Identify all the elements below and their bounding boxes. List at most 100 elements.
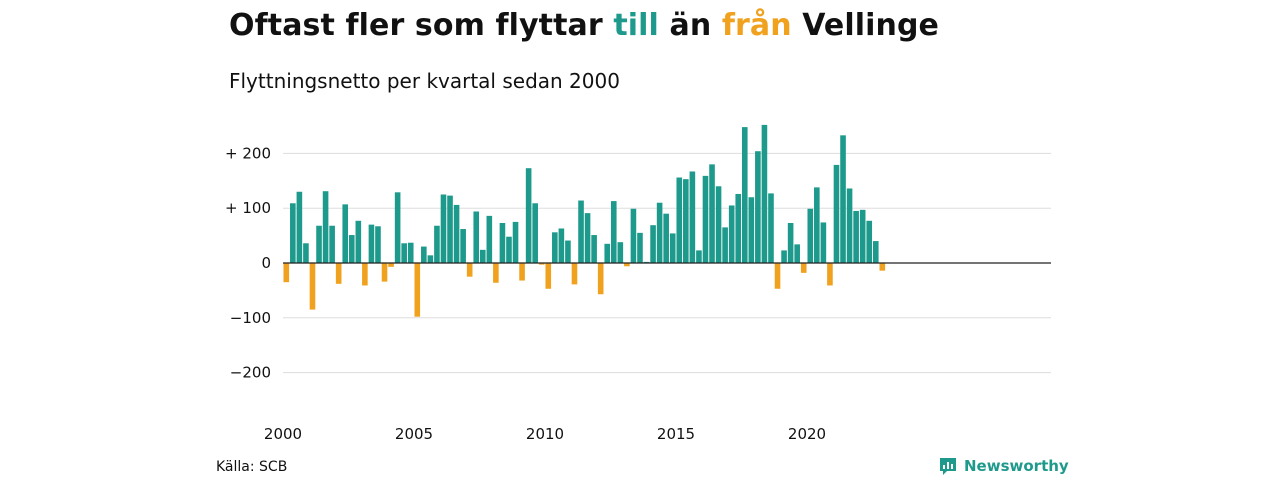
bar (283, 263, 290, 283)
bar (696, 250, 702, 263)
bar (434, 225, 440, 263)
bar (290, 203, 296, 263)
bar (571, 263, 578, 285)
title-fran: från (721, 8, 792, 43)
bar (322, 191, 329, 263)
x-tick-label: 2015 (657, 425, 695, 443)
bar (362, 263, 368, 286)
bar (447, 195, 453, 263)
bar (453, 204, 460, 263)
bar (774, 263, 781, 289)
bar (833, 164, 840, 263)
bar (375, 226, 381, 263)
bar (519, 263, 525, 281)
bar (630, 208, 637, 263)
bar (421, 246, 427, 263)
bar (296, 191, 303, 263)
bar (787, 223, 794, 263)
bar (460, 229, 466, 263)
bar (820, 222, 827, 263)
x-tick-label: 2005 (395, 425, 433, 443)
y-tick-label: −100 (230, 309, 271, 327)
bar (748, 197, 755, 263)
bar (827, 263, 833, 286)
bar (506, 236, 512, 263)
bar (355, 220, 362, 263)
bar (335, 263, 342, 284)
y-tick-label: + 200 (225, 144, 271, 162)
bar (624, 263, 630, 267)
bar (728, 205, 735, 263)
bar (466, 263, 473, 277)
y-axis-labels: + 200 + 100 0 −100 −200 (225, 144, 271, 381)
bar (427, 255, 434, 263)
bar (309, 263, 316, 310)
bar (840, 135, 846, 263)
bar (545, 263, 552, 289)
bar (741, 127, 748, 263)
bar (394, 192, 401, 263)
bars (283, 124, 886, 317)
y-tick-label: −200 (230, 364, 271, 382)
bar (879, 263, 886, 271)
bar (473, 211, 480, 263)
x-tick-label: 2000 (264, 425, 302, 443)
bar (755, 151, 761, 263)
bar (414, 263, 421, 317)
bar (440, 194, 447, 263)
bar (388, 263, 394, 267)
bar (709, 164, 715, 263)
bar (637, 232, 643, 263)
title-part-1: Oftast fler som flyttar (229, 8, 614, 43)
bar (722, 227, 728, 263)
bar (401, 243, 407, 263)
bar (578, 200, 584, 263)
brand-name: Newsworthy (964, 457, 1069, 475)
title-part-2: än (658, 8, 722, 43)
bar (525, 168, 532, 263)
bar (650, 225, 656, 263)
bar (617, 242, 624, 263)
bar (368, 224, 375, 263)
bar (565, 240, 571, 263)
x-tick-label: 2020 (788, 425, 826, 443)
newsworthy-logo-icon (940, 458, 956, 475)
bar (853, 210, 859, 263)
bar (800, 263, 807, 273)
chart-subtitle: Flyttningsnetto per kvartal sedan 2000 (229, 69, 620, 93)
bar (676, 177, 683, 263)
bar (381, 263, 388, 282)
x-axis-labels: 2000 2005 2010 2015 2020 (264, 425, 826, 443)
bar (663, 213, 669, 263)
y-tick-label: 0 (261, 254, 271, 272)
brand-logo: Newsworthy (938, 456, 1069, 476)
bar (303, 243, 309, 263)
x-tick-label: 2010 (526, 425, 564, 443)
bar (814, 187, 820, 263)
bar (552, 232, 558, 263)
chart-title: Oftast fler som flyttar till än från Vel… (229, 8, 939, 43)
bar (316, 225, 322, 263)
bar (597, 263, 604, 295)
bar (479, 249, 486, 263)
bar (781, 250, 787, 263)
bar (859, 209, 866, 263)
bar (493, 263, 499, 283)
bar (768, 193, 774, 263)
bar (512, 221, 519, 263)
source-note: Källa: SCB (216, 459, 288, 475)
bar (669, 233, 676, 263)
bar (348, 235, 355, 263)
bar (715, 186, 722, 263)
title-part-3: Vellinge (791, 8, 939, 43)
bar (872, 241, 879, 263)
bar (689, 171, 696, 263)
bar (538, 263, 545, 265)
bar (329, 225, 335, 263)
bar (794, 244, 800, 263)
bar (656, 202, 663, 263)
bar (683, 179, 689, 263)
bar (702, 175, 709, 263)
bar (584, 213, 591, 263)
